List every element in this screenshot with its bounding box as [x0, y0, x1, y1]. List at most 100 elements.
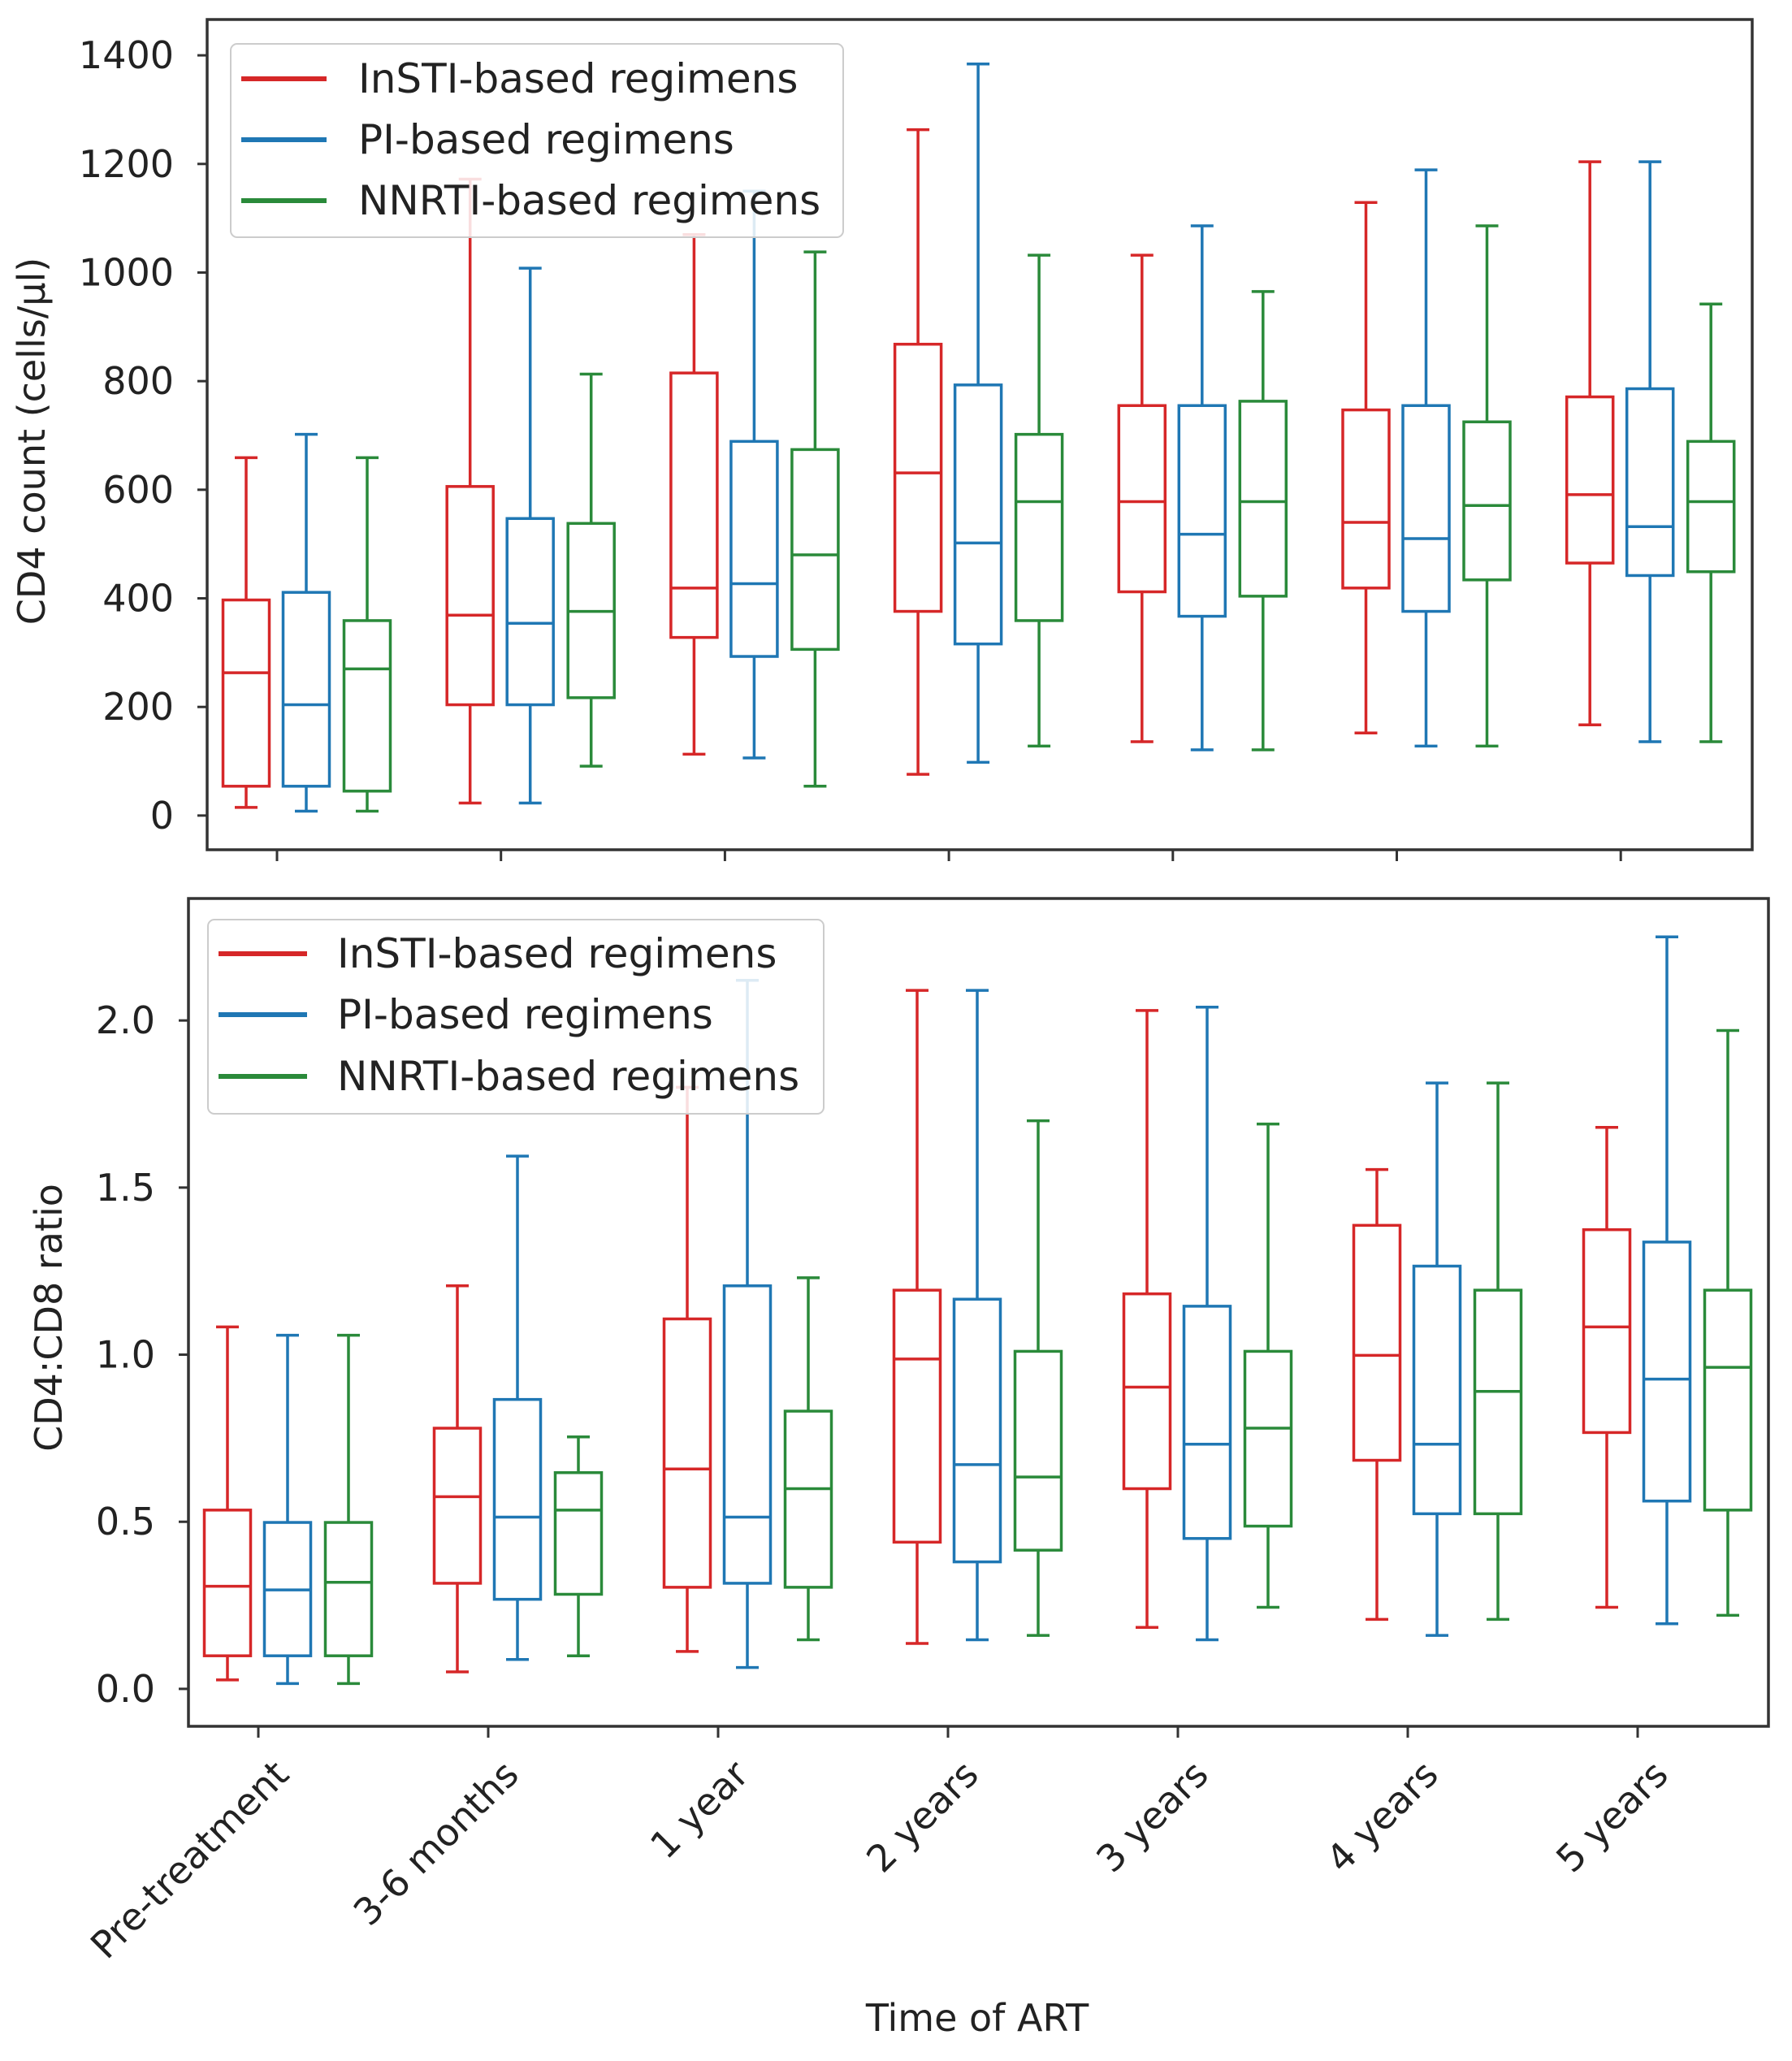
iqr-box [669, 371, 719, 639]
box-nnrti [1473, 1081, 1523, 1622]
box-nnrti [1462, 224, 1512, 748]
iqr-box [1182, 1305, 1232, 1540]
x-tick-label: 3-6 months [345, 1752, 527, 1934]
box-nnrti [1014, 253, 1064, 748]
legend-label: PI-based regimens [337, 991, 713, 1038]
box-pi [505, 266, 555, 805]
iqr-box [1565, 395, 1615, 565]
box-nnrti [553, 1435, 604, 1657]
y-axis-label-ratio: CD4:CD8 ratio [27, 1184, 71, 1452]
box-nnrti [342, 456, 392, 813]
iqr-box [1013, 1349, 1063, 1552]
box-pi [281, 432, 331, 813]
iqr-box [553, 1471, 604, 1596]
box-insti [1341, 201, 1391, 735]
iqr-box [892, 1288, 942, 1544]
iqr-box [1341, 408, 1391, 590]
box-insti [1122, 1009, 1172, 1629]
iqr-box [1352, 1223, 1402, 1462]
iqr-box [1462, 420, 1512, 582]
box-pi [952, 989, 1002, 1642]
y-tick-label: 0.0 [96, 1667, 155, 1711]
box-pi [1401, 168, 1451, 748]
legend: InSTI-based regimens PI-based regimens NNR… [230, 43, 844, 238]
box-insti [662, 1085, 712, 1653]
box-nnrti [1243, 1122, 1293, 1609]
iqr-box [1117, 404, 1167, 594]
iqr-box [952, 1297, 1002, 1564]
iqr-box [1243, 1349, 1293, 1528]
iqr-box [1625, 387, 1675, 578]
iqr-box [492, 1397, 543, 1601]
legend-frame [207, 919, 825, 1115]
y-tick-label: 1.0 [96, 1333, 155, 1377]
box-insti [445, 177, 495, 805]
y-axis-label-cd4: CD4 count (cells/µl) [10, 258, 54, 625]
y-tick-label: 200 [102, 685, 174, 729]
iqr-box [323, 1521, 374, 1657]
x-tick-label: 2 years [858, 1752, 987, 1881]
box-pi [1412, 1081, 1462, 1637]
y-tick-label: 800 [102, 359, 174, 403]
y-tick-label: 1.5 [96, 1166, 155, 1210]
iqr-box [1401, 404, 1451, 613]
y-tick-label: 1400 [79, 33, 174, 77]
box-insti [202, 1325, 253, 1682]
iqr-box [1122, 1292, 1172, 1491]
box-insti [669, 232, 719, 756]
cd4-cd8-ratio-panel: 0.0 0.5 1.0 1.5 2.0 Pre-treatment 3-6 months 1 … [82, 897, 1770, 1967]
legend-label: PI-based regimens [358, 116, 734, 163]
box-nnrti [1238, 290, 1288, 751]
iqr-box [1238, 400, 1288, 598]
y-tick-label: 1000 [79, 250, 174, 294]
legend-label: InSTI-based regimens [358, 55, 798, 102]
iqr-box [783, 1409, 833, 1589]
iqr-box [1412, 1264, 1462, 1516]
box-pi [953, 63, 1003, 764]
y-tick-label: 400 [102, 577, 174, 621]
box-insti [893, 128, 943, 776]
box-nnrti [566, 372, 616, 768]
box-pi [1625, 160, 1675, 743]
y-tick-label: 600 [102, 468, 174, 512]
legend: InSTI-based regimens PI-based regimens NNR… [207, 919, 825, 1115]
box-insti [221, 456, 271, 809]
iqr-box [1642, 1240, 1692, 1503]
iqr-box [662, 1317, 712, 1589]
iqr-box [1473, 1288, 1523, 1516]
axes-frame [187, 897, 1770, 1728]
cd4-count-panel: 0 200 400 600 800 1000 1200 1400 InSTI-based reg… [79, 18, 1754, 861]
iqr-box [432, 1427, 483, 1585]
box-insti [892, 989, 942, 1645]
box-nnrti [1703, 1028, 1753, 1617]
box-insti [432, 1284, 483, 1673]
box-pi [1177, 224, 1227, 751]
iqr-box [281, 591, 331, 788]
y-tick-label: 0 [150, 794, 174, 838]
box-pi [1642, 935, 1692, 1626]
box-nnrti [1013, 1119, 1063, 1637]
legend-label: NNRTI-based regimens [358, 177, 820, 224]
iqr-box [893, 342, 943, 613]
axes-frame [206, 18, 1754, 851]
iqr-box [729, 439, 779, 658]
box-pi [729, 189, 779, 760]
iqr-box [722, 1284, 773, 1585]
iqr-box [202, 1509, 253, 1657]
y-tick-label: 2.0 [96, 998, 155, 1042]
legend-label: NNRTI-based regimens [337, 1053, 799, 1100]
box-insti [1582, 1126, 1632, 1609]
iqr-box [1014, 432, 1064, 622]
iqr-box [1177, 404, 1227, 618]
box-pi [1182, 1005, 1232, 1642]
iqr-box [445, 485, 495, 707]
x-tick-label: 3 years [1088, 1752, 1217, 1881]
box-nnrti [790, 250, 840, 788]
iqr-box [1703, 1288, 1753, 1512]
box-nnrti [323, 1333, 374, 1686]
iqr-box [1686, 439, 1736, 574]
y-tick-label: 0.5 [96, 1500, 155, 1544]
iqr-box [1582, 1228, 1632, 1435]
legend-frame [230, 43, 844, 238]
x-axis-label: Time of ART [865, 1996, 1089, 2040]
